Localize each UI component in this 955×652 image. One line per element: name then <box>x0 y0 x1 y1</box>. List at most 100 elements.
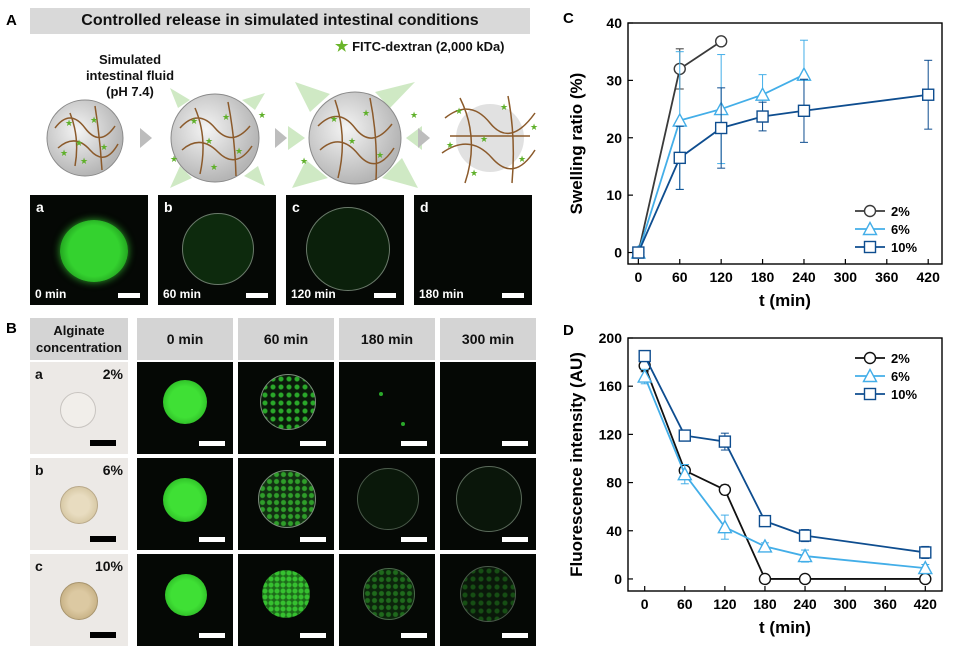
legend-label: 6% <box>891 369 910 384</box>
scale-bar <box>502 633 528 638</box>
fluorescence-intensity-chart: 0 60 120 180 240 300 360 420 0 40 80 120 160 200 t (mi… <box>567 330 943 637</box>
svg-text:★: ★ <box>362 108 370 118</box>
legend-marker <box>863 387 877 401</box>
scale-bar <box>199 633 225 638</box>
legend-label: 2% <box>891 351 910 366</box>
data-point <box>798 572 812 586</box>
x-tick-label: 120 <box>713 596 737 612</box>
row-c-conc: 10% <box>94 558 123 574</box>
svg-text:★: ★ <box>258 110 266 120</box>
micrograph-b: b 60 min <box>158 195 276 305</box>
data-point <box>919 572 932 586</box>
micrograph-a-letter: a <box>36 199 44 215</box>
bead-degraded: ★ ★ ★ ★ ★ ★ ★ <box>441 95 538 184</box>
panel-b-label: B <box>6 320 17 337</box>
x-tick-label: 360 <box>875 269 899 285</box>
alginate-header: Alginate concentration <box>30 318 128 360</box>
data-point <box>718 483 732 497</box>
micrograph-b-letter: b <box>164 199 173 215</box>
legend-label: 2% <box>891 204 910 219</box>
data-point <box>757 538 773 553</box>
svg-text:★: ★ <box>300 156 308 166</box>
series-line <box>637 93 929 253</box>
micrograph-10pct-60min <box>238 554 334 646</box>
swelling-ratio-chart: 0 60 120 180 240 300 360 420 0 10 20 30 40 t (min) Swe… <box>567 15 943 310</box>
svg-text:★: ★ <box>222 112 230 122</box>
micrograph-d-letter: d <box>420 199 429 215</box>
x-tick-label: 420 <box>914 596 938 612</box>
row-b-letter: b <box>35 462 44 478</box>
bead-swollen: ★ ★ ★ ★ ★ ★ <box>288 82 422 188</box>
y-tick-label: 120 <box>599 426 623 442</box>
time-header-0: 0 min <box>137 318 233 360</box>
micrograph-2pct-180min <box>339 362 435 454</box>
data-point <box>632 246 645 259</box>
x-tick-label: 0 <box>641 596 649 612</box>
fluid-line-2: intestinal fluid <box>85 68 175 83</box>
y-tick-label: 0 <box>614 571 622 587</box>
micrograph-a: a 0 min <box>30 195 148 305</box>
x-tick-label: 240 <box>793 596 817 612</box>
fluorescent-bead <box>60 220 128 282</box>
fluorescent-bead <box>163 380 207 424</box>
micrograph-2pct-0min <box>137 362 233 454</box>
svg-text:★: ★ <box>100 142 108 152</box>
x-tick-label: 180 <box>751 269 775 285</box>
y-tick-label: 30 <box>606 72 622 88</box>
y-tick-label: 160 <box>599 378 623 394</box>
data-point <box>714 121 728 135</box>
panel-a-label: A <box>6 12 17 29</box>
x-tick-label: 180 <box>753 596 777 612</box>
x-tick-label: 300 <box>833 596 857 612</box>
series-line <box>643 376 926 570</box>
micrograph-10pct-180min <box>339 554 435 646</box>
svg-text:★: ★ <box>190 116 198 126</box>
bead-swelling: ★ ★ ★ ★ ★ ★ ★ <box>170 88 266 188</box>
row-b-conc: 6% <box>102 462 123 478</box>
fluorescent-bead <box>163 478 207 522</box>
faint-bead <box>363 568 415 620</box>
data-point <box>756 110 769 123</box>
faint-bead <box>460 566 516 622</box>
y-tick-label: 20 <box>606 130 622 146</box>
speckled-bead <box>260 374 316 430</box>
scale-bar <box>90 632 116 638</box>
legend-marker <box>862 368 878 383</box>
y-tick-label: 0 <box>614 245 622 261</box>
svg-text:★: ★ <box>330 114 338 124</box>
scale-bar <box>300 441 326 446</box>
micrograph-c-letter: c <box>292 199 300 215</box>
time-header-300: 300 min <box>440 318 536 360</box>
release-schematic: ★ ★★ ★★★ ★ ★★★★★★ ★★★★★★ ★ ★★★★★★ <box>46 82 538 188</box>
scale-bar <box>502 537 528 542</box>
bead-brightfield <box>60 582 98 620</box>
micrograph-2pct-60min <box>238 362 334 454</box>
legend-fitc: ★ FITC-dextran (2,000 kDa) <box>335 37 505 55</box>
x-axis-title: t (min) <box>759 618 811 637</box>
data-point <box>718 435 732 448</box>
micrograph-d-time: 180 min <box>419 287 464 301</box>
y-tick-label: 40 <box>606 15 622 31</box>
micrograph-a-time: 0 min <box>35 287 67 301</box>
row-a-letter: a <box>35 366 43 382</box>
fluid-line-3: (pH 7.4) <box>106 84 154 99</box>
svg-text:★: ★ <box>446 140 454 150</box>
legend-marker <box>863 204 877 218</box>
alginate-header-line-2: concentration <box>36 340 122 355</box>
scale-bar <box>401 633 427 638</box>
data-point <box>638 349 651 363</box>
svg-text:★: ★ <box>500 102 508 112</box>
x-tick-label: 60 <box>672 269 688 285</box>
svg-text:★: ★ <box>530 122 538 132</box>
legend-fitc-text: FITC-dextran (2,000 kDa) <box>352 39 505 54</box>
legend-marker <box>863 351 877 365</box>
scale-bar <box>199 441 225 446</box>
fluid-line-1: Simulated <box>98 52 162 67</box>
arrow-icon-2 <box>275 128 287 148</box>
data-point <box>677 466 693 481</box>
y-axis-title: Swelling ratio (%) <box>567 73 586 215</box>
arrow-icon-3 <box>418 128 430 148</box>
plot-frame <box>627 337 943 592</box>
data-point <box>797 548 813 563</box>
x-tick-label: 60 <box>677 596 693 612</box>
